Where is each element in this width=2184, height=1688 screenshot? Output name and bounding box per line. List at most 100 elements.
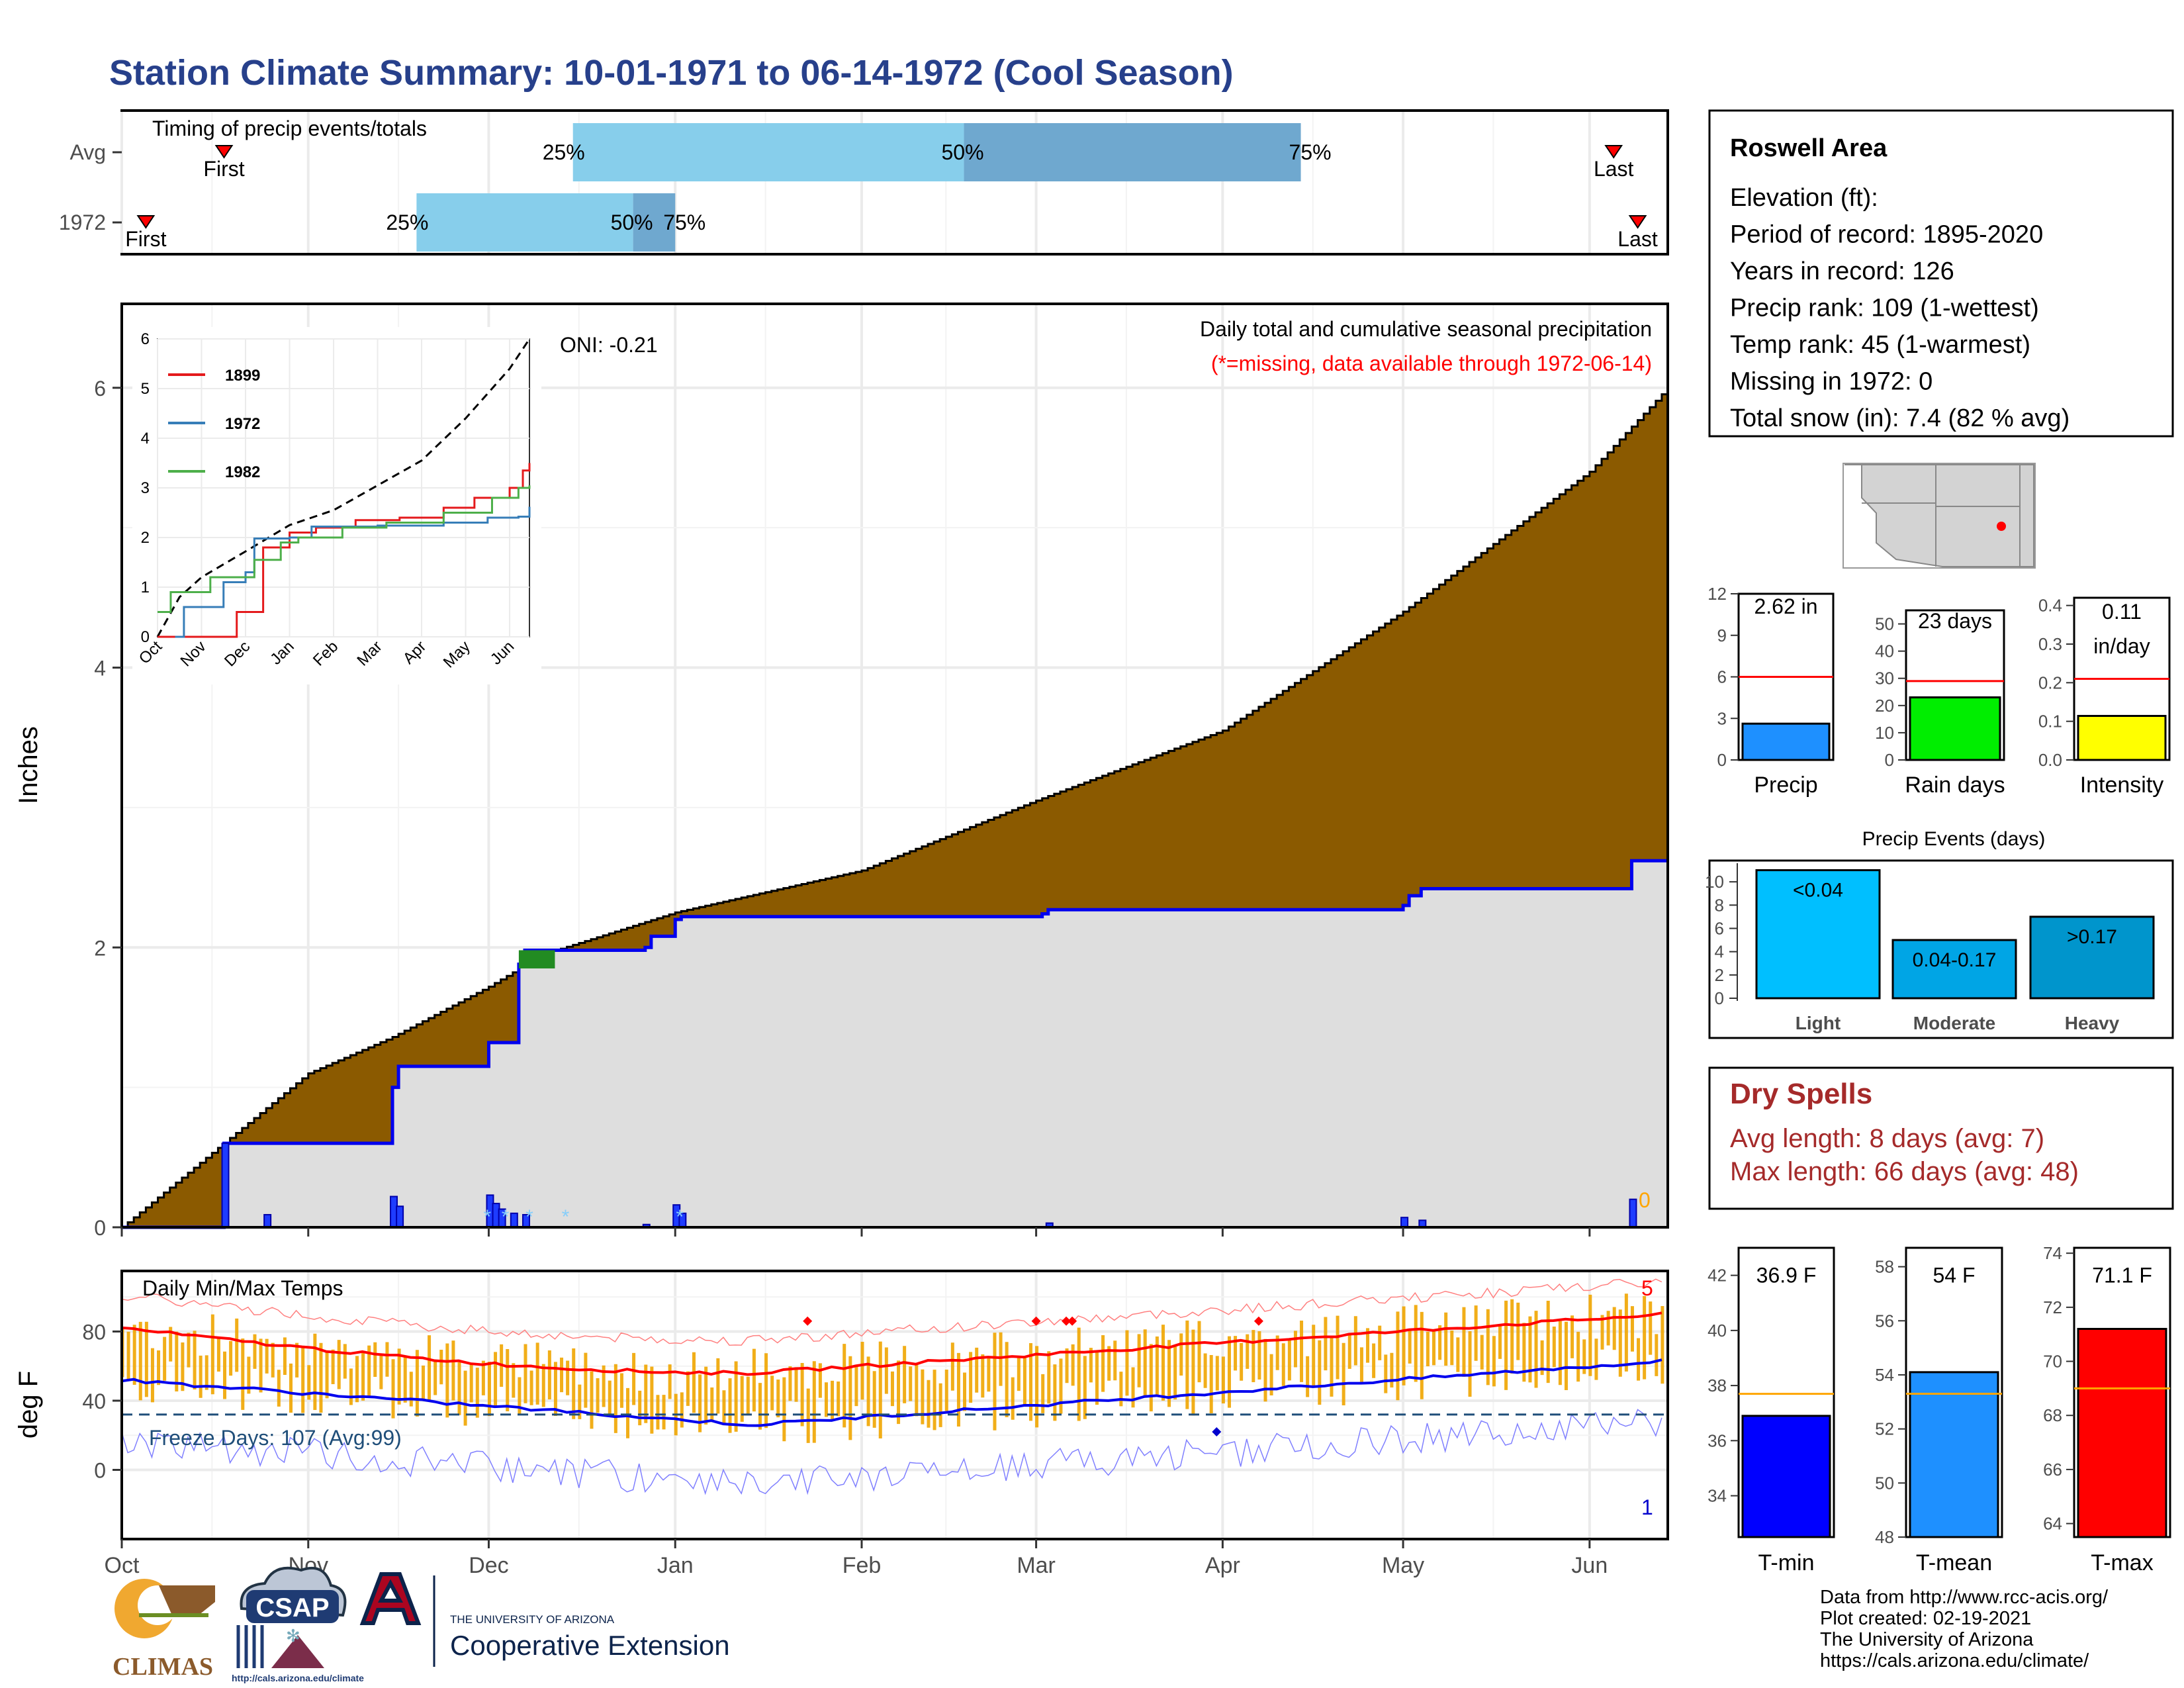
station-info-line: Total snow (in): 7.4 (82 % avg) bbox=[1730, 404, 2070, 432]
ua-small-text: THE UNIVERSITY OF ARIZONA bbox=[450, 1613, 615, 1626]
y-tick-label: 40 bbox=[1707, 1321, 1727, 1340]
y-tick-label: 10 bbox=[1875, 723, 1894, 743]
summary-bar-label: Intensity bbox=[2080, 773, 2164, 798]
month-label: Dec bbox=[469, 1553, 508, 1578]
value-part: 0.11 bbox=[2102, 600, 2142, 624]
avg-cumulative-line bbox=[122, 387, 1669, 1229]
inset-y-tick: 6 bbox=[141, 330, 150, 348]
missing-count: 0 bbox=[1639, 1188, 1651, 1212]
climas-logo: CLIMAS bbox=[113, 1579, 215, 1681]
event-label: Heavy bbox=[2065, 1013, 2120, 1033]
y-tick-label: 4 bbox=[1715, 942, 1724, 962]
y-tick-label: 42 bbox=[1707, 1266, 1727, 1286]
y-tick-label: 0 bbox=[94, 1216, 106, 1240]
summary-bar bbox=[1741, 1415, 1831, 1538]
event-bar bbox=[1891, 939, 2017, 1000]
event-bar bbox=[2029, 915, 2155, 1000]
precip-caption: Daily total and cumulative seasonal prec… bbox=[1200, 317, 1652, 341]
month-label: Apr bbox=[1205, 1553, 1240, 1578]
snow-marker: * bbox=[502, 1206, 510, 1228]
daily-precip-bar bbox=[396, 1205, 404, 1228]
y-tick-label: 8 bbox=[1715, 895, 1724, 915]
y-tick-label: 72 bbox=[2043, 1297, 2062, 1317]
y-tick-label: 50 bbox=[1875, 1473, 1894, 1493]
page-title: Station Climate Summary: 10-01-1971 to 0… bbox=[109, 53, 1234, 93]
summary-bar-label: T-mean bbox=[1916, 1550, 1992, 1575]
y-tick-label: 54 bbox=[1875, 1365, 1894, 1385]
y-tick-label: 64 bbox=[2043, 1514, 2062, 1534]
dry-spells-max: Max length: 66 days (avg: 48) bbox=[1730, 1157, 2079, 1186]
summary-value-text: 2.62 in bbox=[1754, 594, 1817, 618]
record-low-marker bbox=[1212, 1427, 1222, 1436]
y-tick-label: 52 bbox=[1875, 1419, 1894, 1439]
y-tick-label: 9 bbox=[1717, 626, 1727, 645]
y-tick-label: 0 bbox=[1717, 750, 1727, 770]
precip-events-chart: Precip Events (days) 0 2 4 6 8 10 <0.04 Light 0.… bbox=[1705, 828, 2174, 1039]
summary-value-text: 71.1 F bbox=[2092, 1263, 2152, 1287]
month-label: Jan bbox=[657, 1553, 694, 1578]
station-info-line: Period of record: 1895-2020 bbox=[1730, 221, 2043, 249]
unit-part: in/day bbox=[2093, 634, 2150, 658]
y-tick-label: 0 bbox=[1715, 988, 1724, 1008]
summary-bar bbox=[1909, 1371, 1999, 1538]
dry-spells-avg: Avg length: 8 days (avg: 7) bbox=[1730, 1124, 2044, 1153]
climas-text: CLIMAS bbox=[113, 1653, 213, 1681]
dry-spells-title: Dry Spells bbox=[1730, 1078, 1872, 1110]
locator-map bbox=[1843, 463, 2036, 569]
csap-text: CSAP bbox=[255, 1593, 329, 1622]
timing-bar-25-50 bbox=[416, 193, 633, 252]
station-location-dot bbox=[1997, 522, 2006, 531]
inset-legend-label: 1982 bbox=[225, 463, 260, 481]
summary-bar-label: Rain days bbox=[1905, 773, 2005, 798]
record-high-line bbox=[121, 1278, 1662, 1346]
y-tick-label: 74 bbox=[2043, 1243, 2062, 1263]
station-info-line: Years in record: 126 bbox=[1730, 258, 1954, 285]
y-tick-label: 30 bbox=[1875, 669, 1894, 688]
daily-precip-bar bbox=[263, 1213, 272, 1229]
y-tick-label: 38 bbox=[1707, 1376, 1727, 1395]
y-tick-label: 2 bbox=[1715, 965, 1724, 985]
summary-value-text: 36.9 F bbox=[1756, 1263, 1817, 1287]
last-label: Last bbox=[1617, 227, 1658, 251]
event-value: >0.17 bbox=[2067, 926, 2117, 948]
inset-y-tick: 4 bbox=[141, 430, 150, 447]
y-tick-label: 34 bbox=[1707, 1486, 1727, 1506]
csap-url: http://cals.arizona.edu/climate bbox=[232, 1673, 364, 1683]
summary-bar-chart: 0 10 20 30 40 50 23 days Rain days bbox=[1875, 609, 2005, 798]
first-label: First bbox=[125, 227, 166, 251]
summary-bar-chart: 0.0 0.1 0.2 0.3 0.4 0.11 in/day Intensity bbox=[2038, 596, 2171, 798]
month-label: Mar bbox=[1017, 1553, 1056, 1578]
y-tick-label: 36 bbox=[1707, 1430, 1727, 1450]
timing-row-label: 1972 bbox=[59, 211, 106, 234]
current-year-area bbox=[122, 861, 1668, 1227]
inset-y-tick: 2 bbox=[141, 529, 150, 547]
y-tick-label: 20 bbox=[1875, 696, 1894, 716]
timing-bar-25-50 bbox=[572, 123, 964, 181]
temp-label: Daily Min/Max Temps bbox=[142, 1276, 343, 1300]
summary-value-text: 23 days bbox=[1918, 609, 1992, 633]
avg-min-line bbox=[121, 1358, 1662, 1427]
y-tick-label: 6 bbox=[1715, 918, 1724, 938]
summary-bar-label: T-max bbox=[2091, 1550, 2153, 1575]
temp-panel: 0 40 80 deg F Daily Min/Max Temps Freeze D… bbox=[14, 1270, 1669, 1540]
last-marker bbox=[1604, 145, 1623, 159]
event-value: <0.04 bbox=[1793, 880, 1843, 902]
inset-y-tick: 0 bbox=[141, 628, 150, 646]
inset-line-1982 bbox=[158, 485, 531, 613]
station-info-line: Precip rank: 109 (1-wettest) bbox=[1730, 295, 2039, 322]
inset-y-tick: 1 bbox=[141, 579, 150, 596]
station-info-line: Elevation (ft): bbox=[1730, 184, 1878, 212]
p75-label: 75% bbox=[663, 211, 705, 234]
current-year-line bbox=[122, 859, 1668, 1229]
p75-label: 75% bbox=[1289, 140, 1332, 164]
summary-bar-chart: 48 50 52 54 56 58 54 F T-mean bbox=[1875, 1246, 2003, 1575]
y-tick-label: 3 bbox=[1717, 708, 1727, 728]
inset-legend-label: 1899 bbox=[225, 367, 260, 385]
avg-max-line bbox=[121, 1311, 1662, 1376]
y-tick-label: 58 bbox=[1875, 1257, 1894, 1277]
record-high-marker bbox=[803, 1316, 813, 1326]
y-tick-label: 40 bbox=[82, 1389, 106, 1413]
ua-logo: THE UNIVERSITY OF ARIZONA Cooperative Ex… bbox=[359, 1572, 730, 1667]
